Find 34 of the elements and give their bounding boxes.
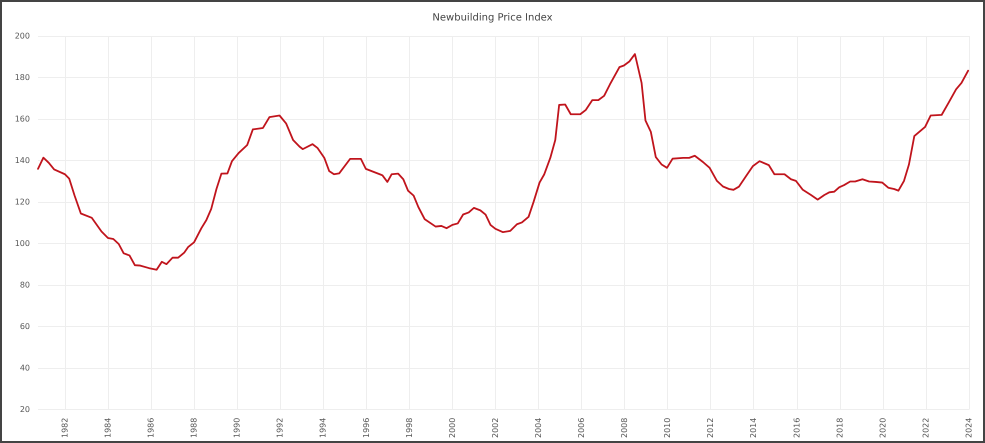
x-tick-label: 1990 (232, 418, 242, 438)
x-tick-label: 2012 (706, 418, 716, 438)
x-tick-label: 2002 (490, 418, 500, 438)
x-tick-label: 1986 (146, 418, 156, 438)
x-tick-label: 1984 (103, 418, 112, 438)
x-tick-label: 2020 (878, 418, 888, 438)
x-tick-label: 1996 (362, 418, 371, 438)
y-tick-label: 60 (20, 322, 30, 332)
x-tick-label: 2010 (663, 418, 672, 438)
x-tick-label: 2024 (964, 418, 974, 438)
y-tick-label: 200 (14, 32, 30, 40)
x-tick-label: 1998 (404, 418, 414, 438)
x-tick-label: 2000 (448, 418, 457, 438)
x-tick-label: 2008 (620, 418, 630, 438)
x-tick-label: 1988 (190, 418, 199, 438)
x-tick-label: 1982 (60, 418, 70, 438)
y-tick-label: 120 (14, 198, 30, 207)
y-tick-label: 180 (14, 73, 30, 82)
y-tick-label: 80 (20, 280, 30, 290)
x-tick-label: 2018 (835, 418, 844, 438)
x-tick-label: 1994 (318, 418, 328, 438)
y-tick-label: 40 (20, 364, 30, 373)
x-tick-label: 2022 (921, 418, 930, 438)
y-tick-label: 160 (14, 114, 30, 124)
x-tick-label: 2014 (749, 418, 758, 438)
x-tick-label: 2006 (577, 418, 586, 438)
line-series (37, 53, 970, 271)
x-tick-label: 2004 (534, 418, 543, 438)
y-tick-label: 20 (20, 405, 30, 414)
y-tick-label: 140 (14, 156, 30, 166)
x-tick-label: 2016 (792, 418, 802, 438)
x-tick-label: 1992 (276, 418, 285, 438)
y-tick-label: 100 (14, 239, 30, 248)
chart-title: Newbuilding Price Index (432, 12, 553, 24)
